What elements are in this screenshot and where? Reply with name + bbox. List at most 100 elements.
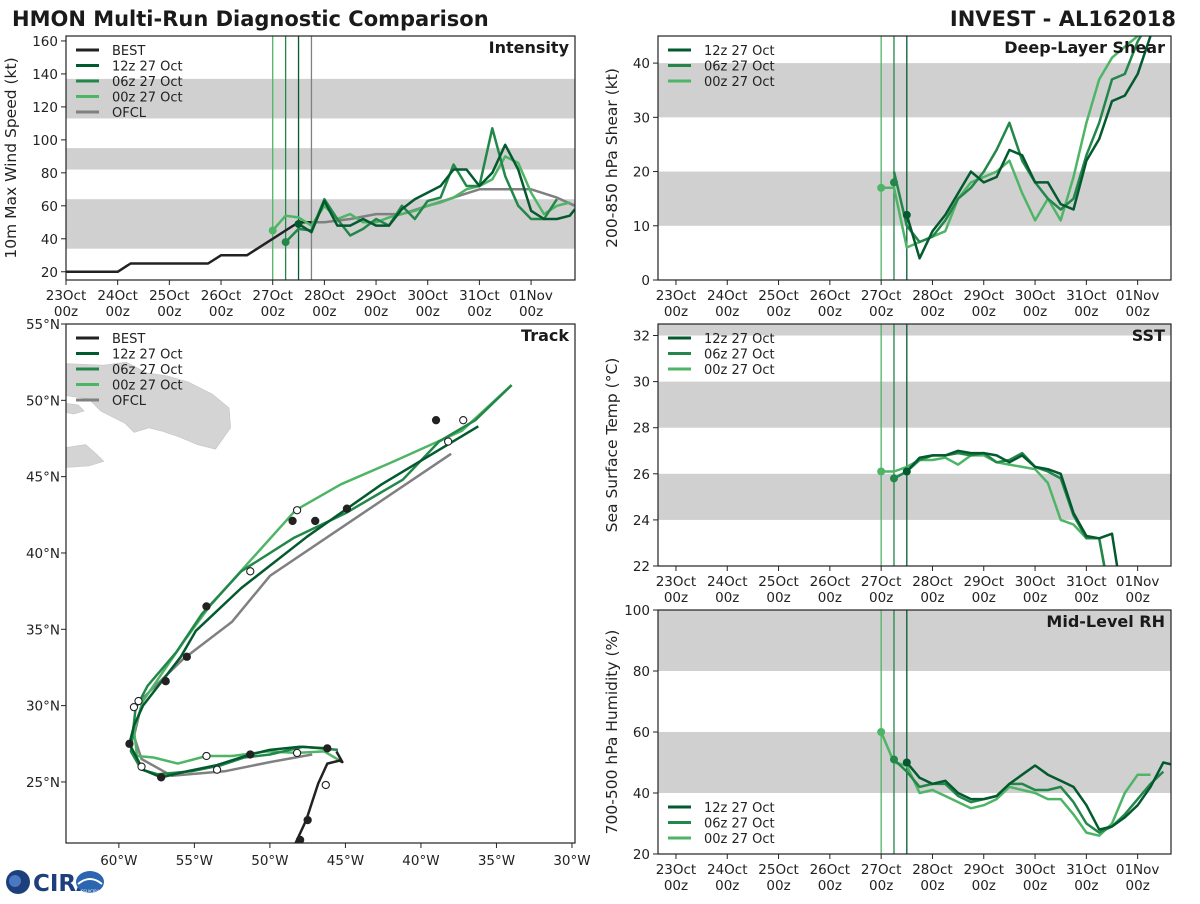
track-point-12z-27-oct xyxy=(246,750,255,759)
axes-frame xyxy=(657,35,1172,281)
y-tick-label: 80 xyxy=(633,664,650,680)
track-point-best xyxy=(321,780,330,790)
x-tick-label: 00z xyxy=(1074,304,1098,320)
lat-tick-label: 35°N xyxy=(26,622,60,638)
init-marker-12z-27-oct xyxy=(294,219,303,228)
x-tick-label: 00z xyxy=(1074,878,1098,894)
shaded-band xyxy=(658,610,1171,671)
panel-title: SST xyxy=(1132,326,1165,345)
track-point-06z-27-oct xyxy=(137,762,146,771)
lat-tick-label: 45°N xyxy=(26,470,60,486)
y-tick-label: 40 xyxy=(633,786,650,802)
x-tick-label: 00z xyxy=(1126,304,1150,320)
x-tick-label: 30Oct xyxy=(1015,288,1056,304)
storm-id: INVEST - AL162018 xyxy=(950,7,1176,31)
shaded-band xyxy=(658,63,1171,118)
init-marker-06z-27-oct xyxy=(889,178,898,187)
series-line-12z-27-oct xyxy=(905,761,1171,831)
legend-label: 06z 27 Oct xyxy=(704,348,775,363)
shaded-band xyxy=(658,473,1171,520)
x-tick-label: 28Oct xyxy=(912,862,953,878)
init-marker-12z-27-oct xyxy=(902,210,911,219)
x-tick-label: 01Nov xyxy=(1116,288,1160,304)
sst-plot-area xyxy=(658,324,1171,566)
track-point-12z-27-oct xyxy=(431,416,441,425)
series-line-06z-27-oct xyxy=(284,127,558,243)
init-marker-06z-27-oct xyxy=(889,755,898,764)
y-tick-label: 100 xyxy=(624,603,650,619)
legend-label: 00z 27 Oct xyxy=(112,379,183,394)
axes-frame xyxy=(65,35,576,281)
x-tick-label: 00z xyxy=(818,304,842,320)
intensity-plot-area xyxy=(66,36,575,280)
x-tick-label: 00z xyxy=(519,304,543,320)
panel-title: Deep-Layer Shear xyxy=(1004,38,1165,57)
legend-label: 06z 27 Oct xyxy=(112,75,183,90)
logo-small-text: CSU/CIRA xyxy=(81,889,100,894)
track-point-06z-27-oct xyxy=(443,437,453,446)
shaded-band xyxy=(658,324,1171,336)
x-tick-label: 00z xyxy=(869,304,893,320)
track-point-best xyxy=(295,835,305,843)
cira-logo: CIRA CSU/CIRA xyxy=(6,870,104,897)
x-tick-label: 00z xyxy=(467,304,491,320)
series-line-12z-27-oct xyxy=(297,143,575,234)
y-tick-label: 60 xyxy=(41,199,58,215)
x-tick-label: 29Oct xyxy=(963,288,1004,304)
lon-tick-label: 60°W xyxy=(100,853,137,869)
x-tick-label: 31Oct xyxy=(1066,288,1107,304)
track-point-12z-27-oct xyxy=(182,652,191,661)
x-tick-label: 00z xyxy=(818,590,842,606)
x-tick-label: 31Oct xyxy=(459,288,500,304)
y-tick-label: 80 xyxy=(41,166,58,182)
track-point-12z-27-oct xyxy=(157,773,166,782)
legend-label: BEST xyxy=(112,332,145,347)
shaded-band xyxy=(66,78,575,119)
track-point-00z-27-oct xyxy=(134,696,143,706)
y-tick-label: 32 xyxy=(633,329,650,345)
lat-tick-label: 55°N xyxy=(26,317,60,333)
track-point-12z-27-oct xyxy=(311,516,320,526)
x-tick-label: 00z xyxy=(364,304,388,320)
x-tick-label: 25Oct xyxy=(758,288,799,304)
panel-title: Mid-Level RH xyxy=(1046,612,1165,631)
x-tick-label: 27Oct xyxy=(252,288,293,304)
y-tick-label: 28 xyxy=(633,421,650,437)
legend-label: 12z 27 Oct xyxy=(112,60,183,75)
y-tick-label: 20 xyxy=(41,265,58,281)
y-axis-label: Sea Surface Temp (°C) xyxy=(603,358,621,533)
x-tick-label: 01Nov xyxy=(1116,574,1160,590)
x-tick-label: 30Oct xyxy=(407,288,448,304)
track-point-06z-27-oct xyxy=(342,504,352,513)
x-tick-label: 00z xyxy=(715,878,739,894)
x-tick-label: 00z xyxy=(416,304,440,320)
track-point-06z-27-oct xyxy=(288,516,297,526)
shear-panel: 01020304023Oct00z24Oct00z25Oct00z26Oct00… xyxy=(603,35,1172,320)
x-tick-label: 28Oct xyxy=(912,288,953,304)
intensity-panel: 2040608010012014016023Oct00z24Oct00z25Oc… xyxy=(2,34,576,320)
track-point-06z-27-oct xyxy=(212,765,222,774)
init-marker-12z-27-oct xyxy=(902,758,911,767)
x-tick-label: 00z xyxy=(1023,878,1047,894)
track-point-00z-27-oct xyxy=(246,567,255,576)
track-point-00z-27-oct xyxy=(292,748,302,758)
x-tick-label: 00z xyxy=(1023,590,1047,606)
y-tick-label: 120 xyxy=(32,100,58,116)
lat-tick-label: 50°N xyxy=(26,393,60,409)
x-tick-label: 00z xyxy=(1126,878,1150,894)
y-tick-label: 40 xyxy=(633,56,650,72)
shear-plot-area xyxy=(658,36,1171,280)
y-tick-label: 0 xyxy=(641,273,650,289)
axes-frame xyxy=(657,323,1172,567)
init-marker-00z-27-oct xyxy=(877,467,886,476)
x-tick-label: 25Oct xyxy=(758,574,799,590)
lon-tick-label: 50°W xyxy=(251,853,288,869)
lon-tick-label: 40°W xyxy=(402,853,439,869)
track-point-00z-27-oct xyxy=(202,751,211,761)
y-axis-label: 10m Max Wind Speed (kt) xyxy=(2,57,20,258)
init-marker-00z-27-oct xyxy=(268,226,277,235)
